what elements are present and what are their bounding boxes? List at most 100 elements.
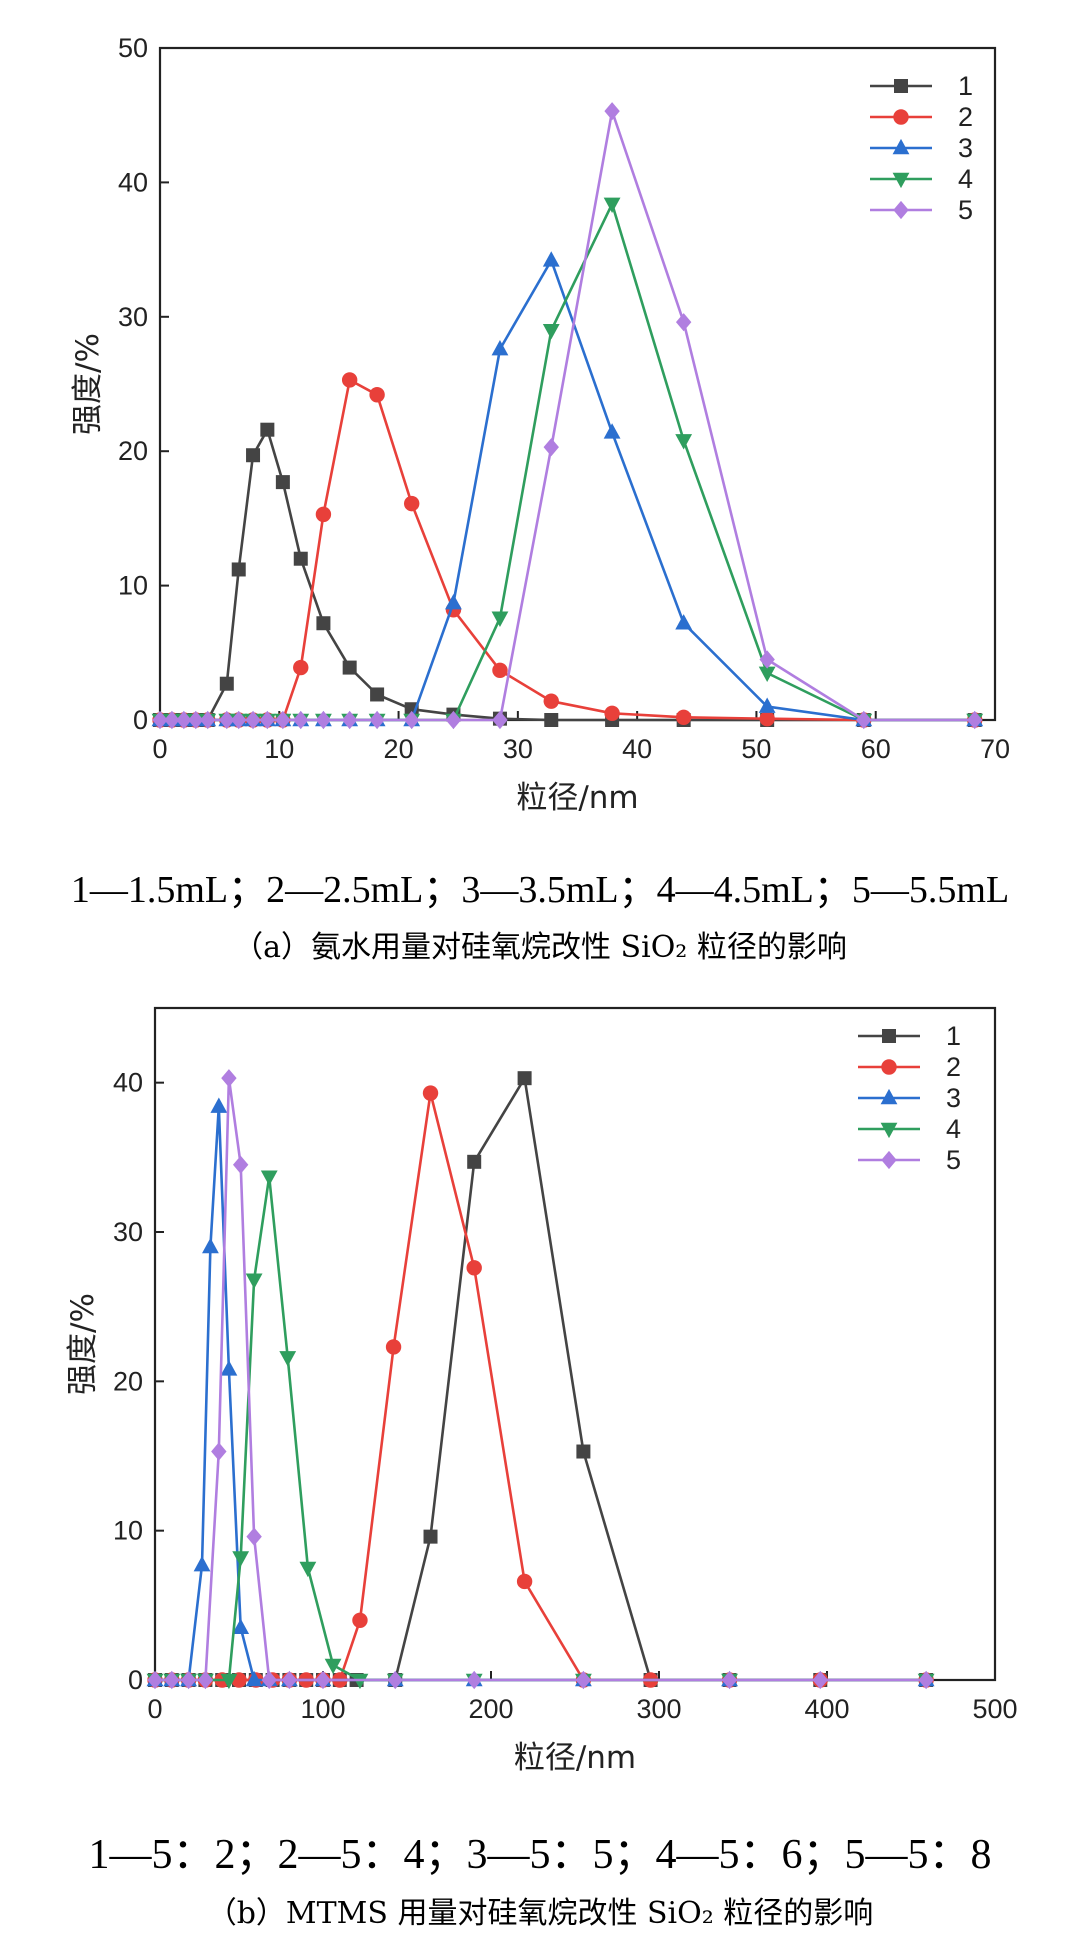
chart-a-series-2 [152,372,983,728]
chart-b-y-tick-label: 10 [113,1516,143,1546]
chart-a-x-tick-label: 40 [622,734,652,764]
chart-b-data-point-5 [147,1670,163,1690]
chart-b-x-tick-label: 100 [300,1694,345,1724]
chart-b-data-point-5 [211,1442,227,1461]
chart-b-y-tick-label: 30 [113,1217,143,1247]
chart-a-data-point-1 [231,562,246,577]
chart-b-series-1 [148,1071,934,1687]
chart-a-data-point-2 [403,495,420,512]
chart-a-data-point-5 [231,710,247,730]
chart-b-data-point-1 [517,1071,532,1086]
chart-b-plot-frame [153,1006,997,1682]
chart-b-series-line-5 [155,1076,927,1682]
chart-a-legend-marker-3 [892,138,910,155]
chart-b-data-point-5 [721,1670,738,1690]
chart-a-data-point-5 [445,710,462,730]
chart-a-series-line-5 [160,109,975,722]
chart-b-data-point-4 [260,1170,278,1186]
chart-a-x-tick-label: 50 [741,734,771,764]
chart-b-data-point-2 [352,1612,368,1628]
chart-b-data-point-2 [422,1085,439,1101]
chart-a-data-point-5 [245,710,261,730]
chart-b-data-point-4 [351,1673,369,1690]
chart-a-plot-frame [158,46,997,722]
chart-a-legend-label-5: 5 [958,195,973,225]
chart-a-series-line-3 [160,259,975,722]
chart-a-data-point-5 [200,710,216,730]
chart-b-data-point-1 [423,1529,438,1544]
chart-a-x-tick-label: 10 [264,734,294,764]
chart-a-data-point-5 [856,710,872,730]
chart-b-legend-label-3: 3 [946,1083,961,1113]
chart-a-data-point-2 [341,372,358,388]
chart-b-data-point-2 [385,1339,402,1355]
chart-b-legend-label-4: 4 [946,1114,961,1144]
chart-a-series-1 [153,422,982,727]
chart-b-data-point-3 [193,1555,211,1572]
chart-b-x-tick-label: 500 [972,1694,1017,1724]
chart-b-data-point-5 [246,1527,262,1546]
chart-b-series-4 [146,1170,935,1690]
chart-b-data-point-4 [279,1351,297,1367]
chart-a-data-point-1 [316,616,331,631]
chart-a-y-tick-label: 20 [118,436,148,466]
chart-b-series-5 [147,1069,934,1690]
chart-a-data-point-1 [219,676,234,691]
chart-b-series-line-4 [155,1175,927,1682]
chart-a-x-tick-label: 30 [503,734,533,764]
chart-b-legend-label-5: 5 [946,1145,961,1175]
chart-a-data-point-4 [491,611,509,627]
chart-b-data-point-3 [202,1237,219,1254]
chart-a-data-point-5 [275,710,291,730]
chart-a-data-point-5 [315,710,332,730]
chart-b-data-point-3 [220,1360,238,1376]
chart-a-data-point-4 [603,197,621,214]
chart-b-legend-marker-5 [881,1150,897,1170]
chart-b-data-point-1 [576,1444,591,1459]
chart-a-data-point-5 [759,650,775,669]
chart-a-data-point-5 [219,710,235,730]
chart-b-legend-marker-3 [880,1088,898,1105]
chart-a-data-point-2 [675,709,692,726]
chart-b-x-tick-label: 200 [468,1694,513,1724]
chart-a-y-tick-label: 10 [118,571,148,601]
chart-b-data-point-5 [575,1670,592,1690]
chart-a-data-point-3 [542,251,560,267]
chart-b-legend-marker-1 [882,1029,896,1043]
chart-a-data-point-1 [544,713,559,727]
chart-b-data-point-5 [221,1069,237,1088]
chart-a-data-point-5 [967,710,983,730]
chart-b-legend-label-1: 1 [946,1021,961,1051]
chart-a-data-point-2 [315,506,332,523]
chart-a-data-point-2 [759,710,775,727]
chart-a-legend-marker-5 [893,200,909,220]
chart-b-data-point-1 [467,1154,482,1169]
chart-a-x-tick-label: 0 [152,734,167,764]
chart-a-y-axis-label: 强度/% [70,333,106,435]
chart-a-legend-marker-4 [892,172,910,189]
chart-a-data-point-5 [176,710,192,730]
chart-a-data-point-3 [491,339,509,356]
chart-b-x-tick-label: 300 [636,1694,681,1724]
chart-b-data-point-4 [324,1658,342,1675]
chart-a-data-point-5 [369,710,385,730]
chart-a-legend-label-1: 1 [958,71,973,101]
chart-b-data-point-2 [466,1260,482,1276]
chart-a-data-point-5 [293,710,309,730]
chart-a-data-point-5 [259,710,276,730]
chart-a-data-point-5 [543,438,559,457]
chart-b-y-tick-label: 20 [113,1366,143,1396]
chart-b-legend-label-2: 2 [946,1052,961,1082]
chart-a-x-axis-label: 粒径/nm [516,780,638,816]
chart-a-data-point-1 [260,422,275,437]
chart-a-data-point-1 [275,475,290,490]
chart-b-x-axis-label: 粒径/nm [514,1740,636,1776]
chart-a-data-point-2 [369,387,385,403]
chart-a-data-point-2 [293,659,309,676]
chart-a-y-tick-label: 40 [118,167,148,197]
chart-a-legend-label-2: 2 [958,102,973,132]
chart-b-legend-marker-4 [880,1122,898,1139]
chart-a-y-tick-label: 50 [118,33,148,63]
